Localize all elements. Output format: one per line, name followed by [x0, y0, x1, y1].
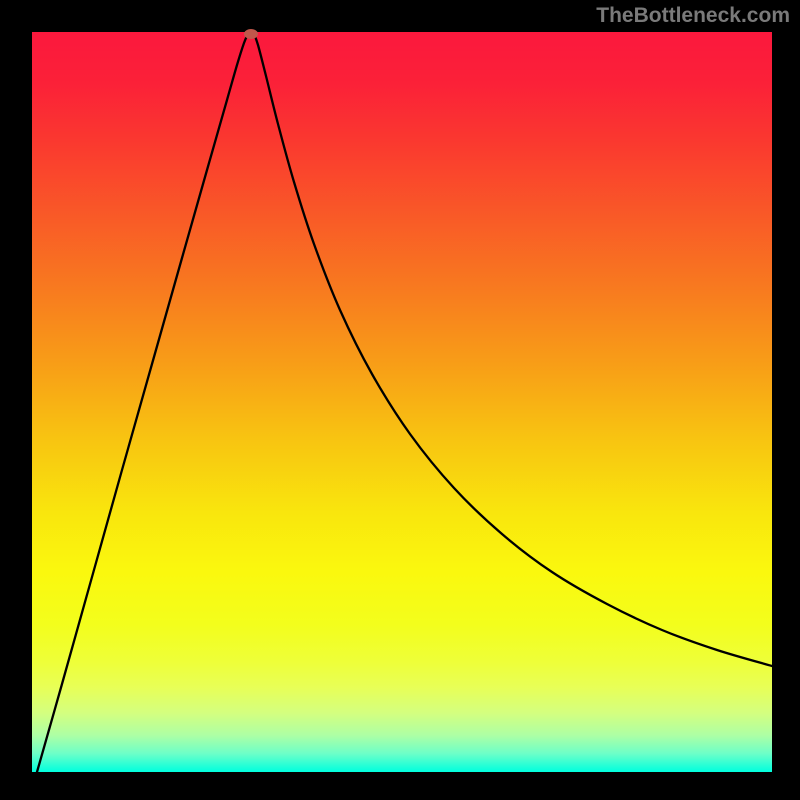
chart-svg: [0, 0, 800, 800]
chart-container: TheBottleneck.com: [0, 0, 800, 800]
plot-background: [32, 32, 772, 772]
minimum-marker: [244, 29, 258, 39]
watermark-text: TheBottleneck.com: [596, 4, 790, 28]
